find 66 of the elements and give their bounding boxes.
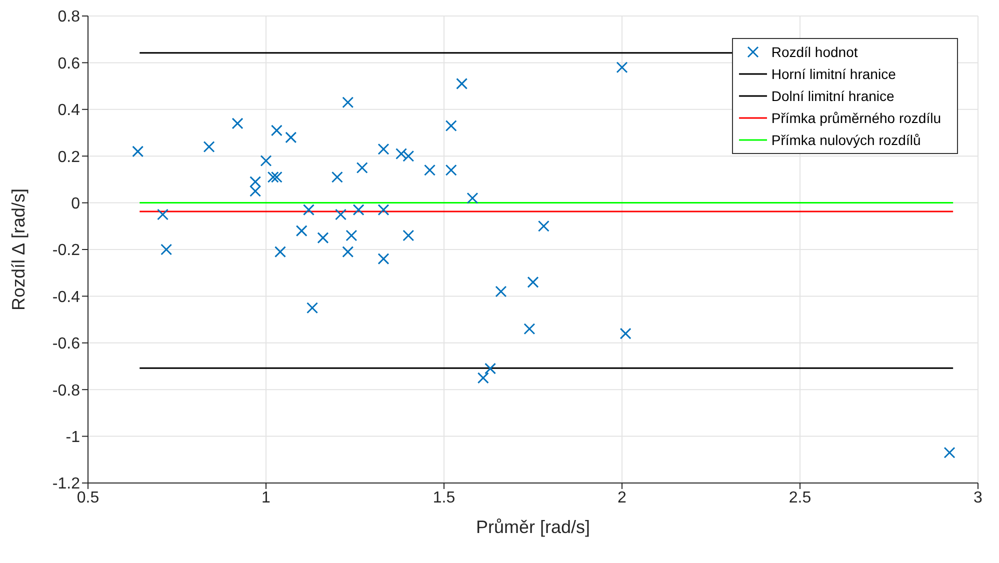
point <box>524 323 536 335</box>
point <box>396 148 408 160</box>
legend-label: Rozdíl hodnot <box>771 44 858 60</box>
y-tick-label: -0.4 <box>52 288 80 306</box>
point <box>331 171 343 183</box>
point <box>203 141 215 153</box>
y-tick-label: -0.2 <box>52 242 80 260</box>
point <box>620 328 632 340</box>
y-axis-title: Rozdíl ∆ [rad/s] <box>8 188 28 311</box>
point <box>335 208 347 220</box>
point <box>356 162 368 174</box>
point <box>402 150 414 162</box>
point <box>157 208 169 220</box>
x-tick-label: 1 <box>262 489 271 506</box>
point <box>342 246 354 258</box>
point <box>538 220 550 232</box>
point <box>306 302 318 314</box>
y-tick-label: 0 <box>71 195 80 212</box>
point <box>616 62 628 74</box>
point <box>250 185 262 197</box>
point <box>267 171 279 183</box>
y-tick-label: 0.4 <box>58 102 80 120</box>
point <box>466 192 478 204</box>
point <box>270 124 282 136</box>
point <box>296 225 308 237</box>
point <box>477 372 489 384</box>
point <box>285 132 297 144</box>
point <box>445 120 457 132</box>
point <box>495 286 507 298</box>
point <box>944 446 956 458</box>
y-tick-label: 0.6 <box>58 55 80 72</box>
point <box>270 171 282 183</box>
point <box>302 204 314 216</box>
point <box>378 253 390 265</box>
point <box>352 204 364 216</box>
point <box>342 96 354 108</box>
point <box>445 164 457 176</box>
point <box>484 362 496 374</box>
point <box>132 146 144 158</box>
point <box>378 204 390 216</box>
x-tick-label: 1.5 <box>432 489 456 506</box>
x-tick-label: 3 <box>974 489 983 506</box>
point <box>250 176 262 188</box>
point <box>424 164 436 176</box>
point <box>456 78 468 90</box>
y-tick-label: -1 <box>66 428 80 446</box>
y-tick-label: -0.8 <box>52 382 80 400</box>
y-tick-label: 0.2 <box>58 148 80 166</box>
x-tick-label: 2 <box>618 489 627 506</box>
point <box>346 230 358 242</box>
y-tick-label: 0.8 <box>58 8 80 26</box>
point <box>378 143 390 155</box>
x-tick-label: 2.5 <box>788 489 812 506</box>
x-axis-title: Průměr [rad/s] <box>476 517 590 537</box>
point <box>317 232 329 244</box>
point <box>232 118 244 130</box>
legend-label: Přímka průměrného rozdílu <box>771 110 941 126</box>
point <box>260 155 272 167</box>
point <box>527 276 539 288</box>
point <box>402 230 414 242</box>
y-tick-label: -0.6 <box>52 336 80 353</box>
point <box>160 244 172 256</box>
legend-label: Horní limitní hranice <box>771 66 896 82</box>
point <box>274 246 286 258</box>
legend-label: Přímka nulových rozdílů <box>771 132 921 148</box>
legend-label: Dolní limitní hranice <box>771 88 894 104</box>
